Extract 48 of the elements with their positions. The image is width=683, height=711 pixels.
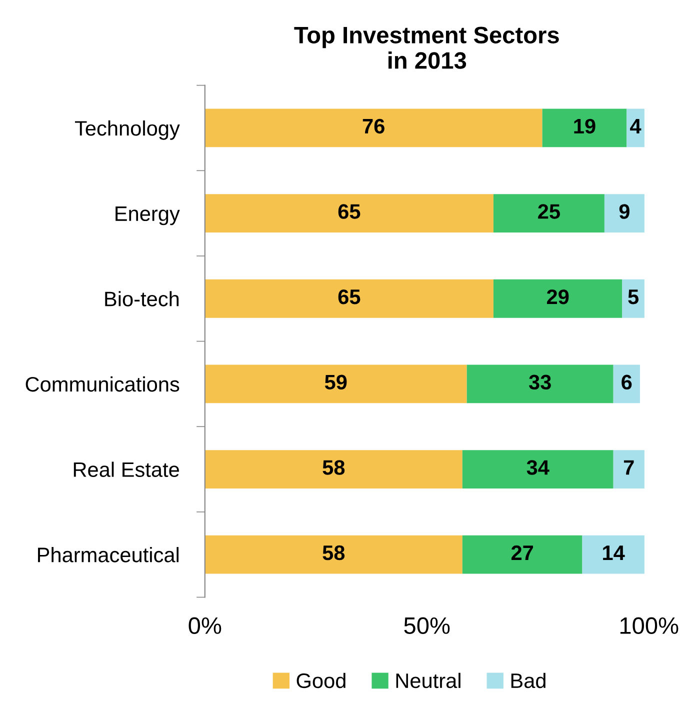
bar bbox=[204, 364, 467, 404]
bar bbox=[204, 535, 462, 574]
data-label: 65 bbox=[338, 289, 360, 304]
data-label: 27 bbox=[511, 545, 533, 560]
bar bbox=[466, 364, 614, 404]
bar bbox=[613, 450, 644, 488]
data-label: 33 bbox=[528, 374, 551, 390]
x-tick-label: 100% bbox=[620, 617, 678, 634]
bar bbox=[204, 108, 542, 148]
data-label: 7 bbox=[624, 460, 634, 475]
data-label: 76 bbox=[362, 118, 384, 134]
data-label: 65 bbox=[338, 204, 360, 219]
legend-label: Bad bbox=[511, 672, 546, 688]
bar bbox=[204, 194, 494, 232]
bar bbox=[462, 535, 582, 574]
bar bbox=[493, 279, 622, 318]
x-tick-label: 0% bbox=[188, 617, 222, 634]
chart-title: Top Investment Sectors in 2013 bbox=[294, 26, 559, 69]
y-tick-label: Energy bbox=[116, 206, 180, 226]
bar bbox=[582, 535, 644, 574]
bar bbox=[622, 279, 644, 318]
bar bbox=[613, 364, 640, 404]
bar bbox=[493, 194, 604, 232]
data-label: 58 bbox=[322, 545, 345, 560]
bar bbox=[204, 279, 494, 318]
data-label: 29 bbox=[546, 289, 569, 304]
data-label: 5 bbox=[628, 290, 639, 304]
bar bbox=[604, 194, 644, 232]
data-label: 9 bbox=[619, 204, 630, 219]
bar bbox=[204, 450, 462, 488]
y-tick-label: Pharmaceutical bbox=[38, 547, 179, 562]
x-tick-label: 50% bbox=[404, 617, 450, 634]
y-tick-label: Bio-tech bbox=[105, 291, 179, 306]
bar bbox=[542, 108, 627, 148]
legend-label: Good bbox=[296, 672, 346, 688]
data-label: 19 bbox=[574, 118, 596, 134]
data-label: 6 bbox=[622, 374, 632, 390]
data-label: 4 bbox=[630, 119, 642, 134]
y-tick-label: Real Estate bbox=[74, 462, 179, 478]
data-label: 25 bbox=[538, 204, 560, 219]
data-label: 58 bbox=[322, 460, 345, 475]
data-label: 14 bbox=[603, 546, 625, 560]
y-tick-label: Technology bbox=[74, 120, 180, 140]
y-tick-label: Communications bbox=[26, 376, 180, 392]
data-label: 34 bbox=[526, 460, 550, 475]
legend-label: Neutral bbox=[396, 672, 460, 688]
bar bbox=[462, 450, 614, 488]
data-label: 59 bbox=[324, 374, 347, 390]
